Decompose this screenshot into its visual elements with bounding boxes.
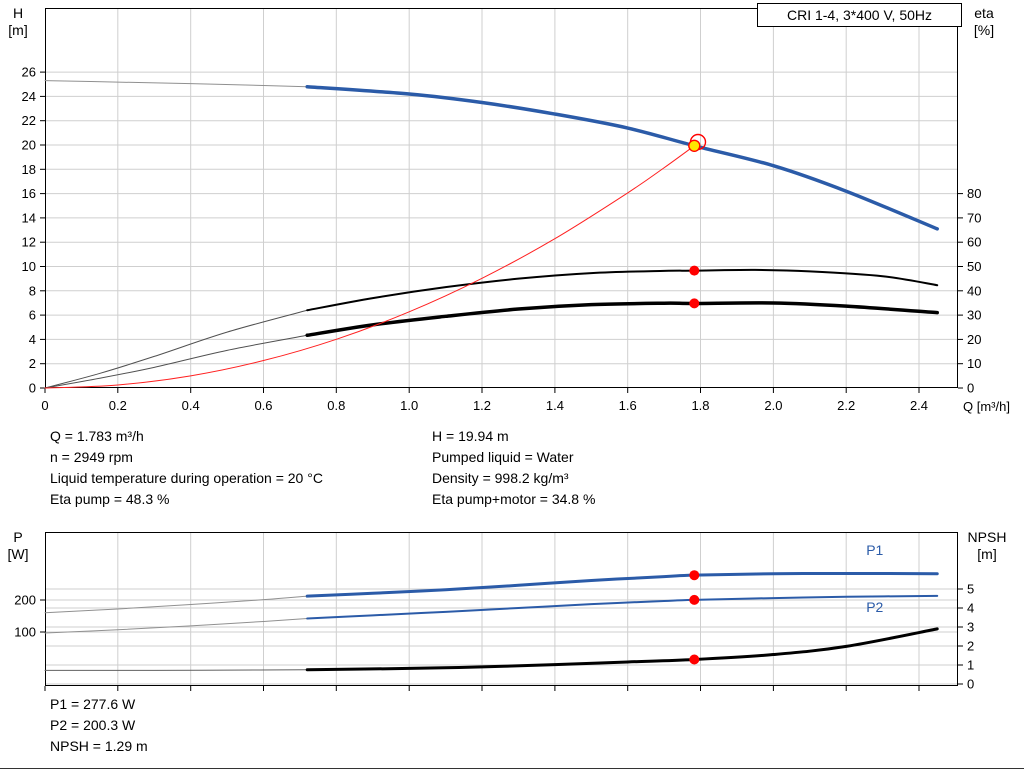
duty-point-actual [688, 139, 701, 153]
eta-pump-motor-curve [305, 301, 939, 338]
info-line-npsh: NPSH = 1.29 m [50, 738, 148, 754]
y-tick-label: 30 [967, 308, 981, 323]
y-tick-label: 0 [967, 677, 974, 692]
info-line-speed: n = 2949 rpm [50, 449, 133, 465]
duty-info-right: H = 19.94 m Pumped liquid = Water Densit… [432, 426, 595, 510]
p-axis-title-line: P [13, 529, 23, 545]
info-line-p1: P1 = 277.6 W [50, 696, 136, 712]
x-tick-label: 0.2 [109, 398, 127, 413]
eta-pump-point [689, 265, 700, 276]
plot-frame [45, 8, 958, 388]
y-tick-label: 70 [967, 210, 981, 225]
x-tick-label: 0 [41, 398, 48, 413]
y-tick-label: 200 [14, 593, 36, 608]
x-tick-label: 2.0 [764, 398, 782, 413]
npsh-extension [44, 669, 308, 671]
y-tick-label: 60 [967, 235, 981, 250]
x-tick-label: 2.2 [837, 398, 855, 413]
eta-axis-title-line: eta [974, 5, 994, 21]
y-tick-label: 4 [967, 601, 974, 616]
h-axis-title-line: H [12, 5, 24, 21]
system-curve [44, 145, 695, 389]
y-tick-label: 12 [22, 235, 36, 250]
y-tick-label: 2 [29, 356, 36, 371]
y-tick-label: 2 [967, 639, 974, 654]
y-tick-label: 50 [967, 259, 981, 274]
x-tick-label: 0.4 [182, 398, 200, 413]
qh-curve-extension [44, 80, 308, 88]
y-tick-label: 6 [29, 308, 36, 323]
p1-series-label: P1 [866, 542, 883, 558]
info-line-p2: P2 = 200.3 W [50, 717, 136, 733]
info-line-eta-pump-motor: Eta pump+motor = 34.8 % [432, 491, 596, 507]
eta-pump-motor-point [689, 298, 700, 309]
plot-frame [45, 532, 958, 686]
p1-curve [305, 571, 939, 598]
info-line-q: Q = 1.783 m³/h [50, 428, 144, 444]
p-axis-title-line: [W] [7, 546, 29, 562]
p2-extension [44, 618, 308, 634]
qh-curve [305, 84, 939, 231]
p2-series-label: P2 [866, 599, 883, 615]
info-line-eta-pump: Eta pump = 48.3 % [50, 491, 170, 507]
y-tick-label: 24 [22, 89, 36, 104]
duty-info-left: Q = 1.783 m³/h n = 2949 rpm Liquid tempe… [50, 426, 323, 510]
power-npsh-chart[interactable]: 100 200 0 1 2 3 4 5 P1 P2 [14, 532, 974, 692]
qh-eta-chart[interactable]: 0 0.2 0.4 0.6 0.8 1.0 1.2 1.4 1.6 1.8 2.0 2.2 2.4024… [22, 8, 982, 413]
y-tick-label: 0 [29, 381, 36, 396]
q-axis-title: Q [m³/h] [963, 399, 1010, 414]
y-tick-label: 1 [967, 658, 974, 673]
info-line-h: H = 19.94 m [432, 428, 509, 444]
x-tick-label: 1.4 [546, 398, 564, 413]
eta-axis-title: eta [%] [962, 5, 1006, 39]
eta-pump-extension [44, 309, 308, 389]
y-tick-label: 0 [967, 381, 974, 396]
h-axis-title-line: [m] [8, 22, 28, 38]
npsh-axis-title-line: NPSH [967, 529, 1007, 545]
npsh-axis-title-line: [m] [977, 546, 997, 562]
y-tick-label: 20 [22, 138, 36, 153]
y-tick-label: 80 [967, 186, 981, 201]
x-tick-label: 2.4 [910, 398, 928, 413]
info-line-liquid: Pumped liquid = Water [432, 449, 574, 465]
y-tick-label: 5 [967, 582, 974, 597]
power-info: P1 = 277.6 W P2 = 200.3 W NPSH = 1.29 m [50, 694, 148, 757]
x-tick-label: 0.8 [327, 398, 345, 413]
x-tick-label: 1.2 [473, 398, 491, 413]
x-tick-label: 1.6 [619, 398, 637, 413]
y-tick-label: 22 [22, 113, 36, 128]
y-tick-label: 20 [967, 332, 981, 347]
y-tick-label: 10 [22, 259, 36, 274]
y-tick-label: 18 [22, 162, 36, 177]
eta-pump-curve [306, 268, 939, 312]
x-tick-label: 1.8 [691, 398, 709, 413]
p-axis-title: P [W] [2, 529, 34, 563]
x-tick-label: 1.0 [400, 398, 418, 413]
p2-point [689, 594, 700, 605]
y-tick-label: 26 [22, 65, 36, 80]
info-line-temperature: Liquid temperature during operation = 20… [50, 470, 323, 486]
npsh-point [689, 654, 700, 665]
y-tick-label: 40 [967, 283, 981, 298]
eta-pump-motor-extension [44, 334, 308, 389]
y-tick-label: 8 [29, 283, 36, 298]
npsh-axis-title: NPSH [m] [958, 529, 1016, 563]
h-axis-title: H [m] [2, 5, 34, 39]
pump-title-box: CRI 1-4, 3*400 V, 50Hz [757, 3, 962, 27]
p1-point [689, 570, 700, 581]
bottom-divider [0, 768, 1024, 769]
info-line-density: Density = 998.2 kg/m³ [432, 470, 569, 486]
npsh-curve [305, 627, 939, 672]
y-tick-label: 10 [967, 356, 981, 371]
p2-curve [306, 594, 939, 620]
y-tick-label: 100 [14, 625, 36, 640]
eta-axis-title-line: [%] [973, 22, 995, 38]
y-tick-label: 4 [29, 332, 36, 347]
x-tick-label: 0.6 [254, 398, 272, 413]
p1-extension [44, 595, 308, 614]
y-tick-label: 3 [967, 620, 974, 635]
y-tick-label: 16 [22, 186, 36, 201]
y-tick-label: 14 [22, 210, 36, 225]
